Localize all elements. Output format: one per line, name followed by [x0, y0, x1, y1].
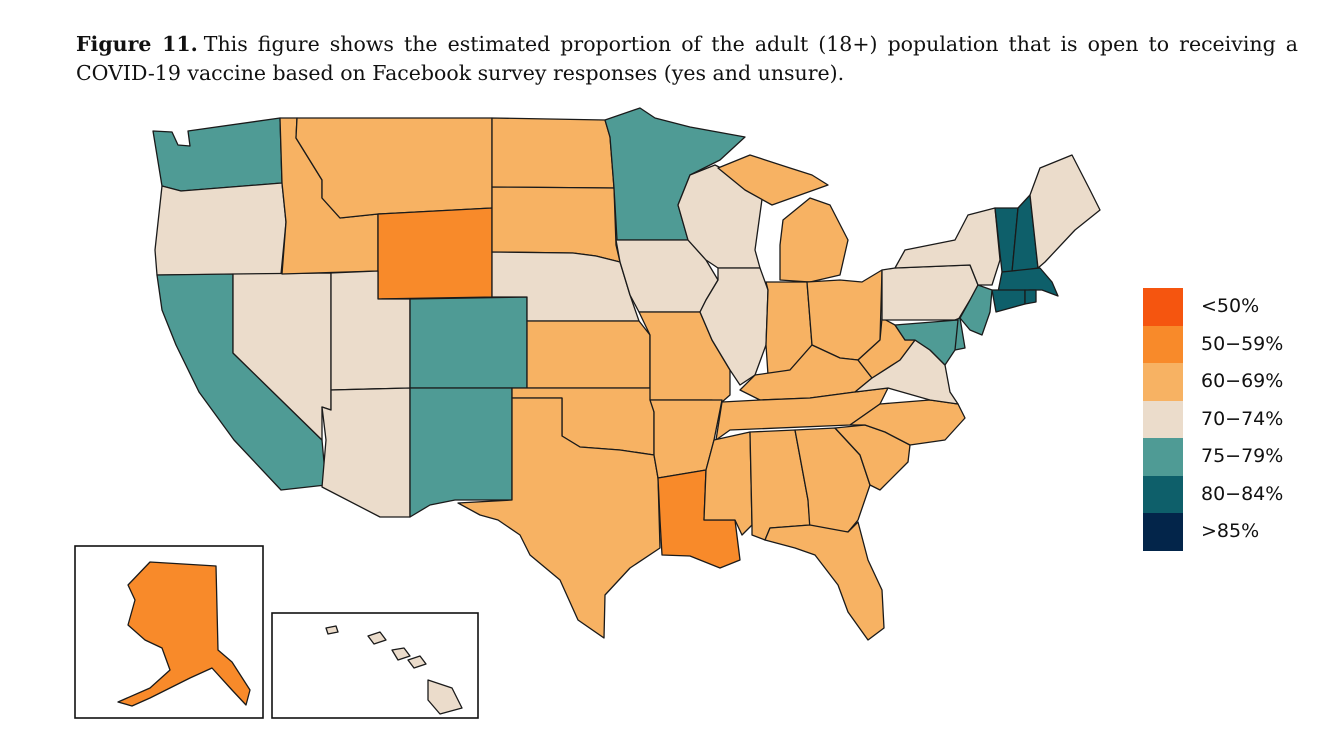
state-wyoming [377, 207, 493, 300]
state-colorado [409, 296, 528, 389]
legend-swatch [1143, 400, 1183, 438]
legend-swatch [1143, 475, 1183, 513]
state-alaska [117, 561, 251, 707]
legend-label: 50−59% [1201, 332, 1284, 355]
hawaii-inset-frame [271, 612, 479, 719]
legend-swatch [1143, 363, 1183, 401]
state-connecticut [991, 289, 1026, 313]
state-rhode-island [1024, 289, 1037, 305]
hawaii-inset [271, 612, 479, 719]
state-oregon [154, 182, 287, 276]
state-kansas [526, 320, 651, 389]
legend-swatch [1143, 325, 1183, 363]
alaska-inset [74, 545, 264, 719]
figure-caption-text: This figure shows the estimated proporti… [76, 32, 1298, 85]
state-nebraska [491, 251, 640, 322]
state-maryland [894, 319, 959, 366]
figure-caption: Figure 11. This figure shows the estimate… [76, 30, 1298, 88]
state-new-mexico [409, 387, 513, 518]
state-ohio [806, 269, 883, 361]
legend-swatch [1143, 438, 1183, 476]
legend-label: <50% [1201, 295, 1260, 317]
state-maine [1029, 154, 1101, 269]
legend-swatch [1143, 513, 1183, 551]
state-michigan [717, 154, 849, 283]
legend-label: 60−69% [1201, 370, 1284, 392]
state-hawaii [325, 625, 463, 715]
state-south-dakota [491, 186, 621, 263]
alaska-inset-frame [74, 545, 264, 719]
legend-label: 75−79% [1201, 445, 1284, 467]
legend-label: 80−84% [1201, 482, 1284, 505]
state-new-jersey [959, 284, 993, 336]
state-tennessee [715, 387, 889, 441]
figure-label: Figure 11. [76, 32, 198, 56]
legend-label: >85% [1201, 520, 1260, 542]
state-washington [152, 117, 283, 192]
legend-swatch [1143, 288, 1183, 326]
state-north-dakota [491, 117, 615, 189]
legend-label: 70−74% [1201, 407, 1284, 430]
state-north-carolina [849, 399, 966, 446]
contiguous-states [152, 107, 1101, 641]
state-arizona [321, 387, 411, 518]
state-florida [764, 521, 885, 641]
state-texas [457, 397, 661, 639]
